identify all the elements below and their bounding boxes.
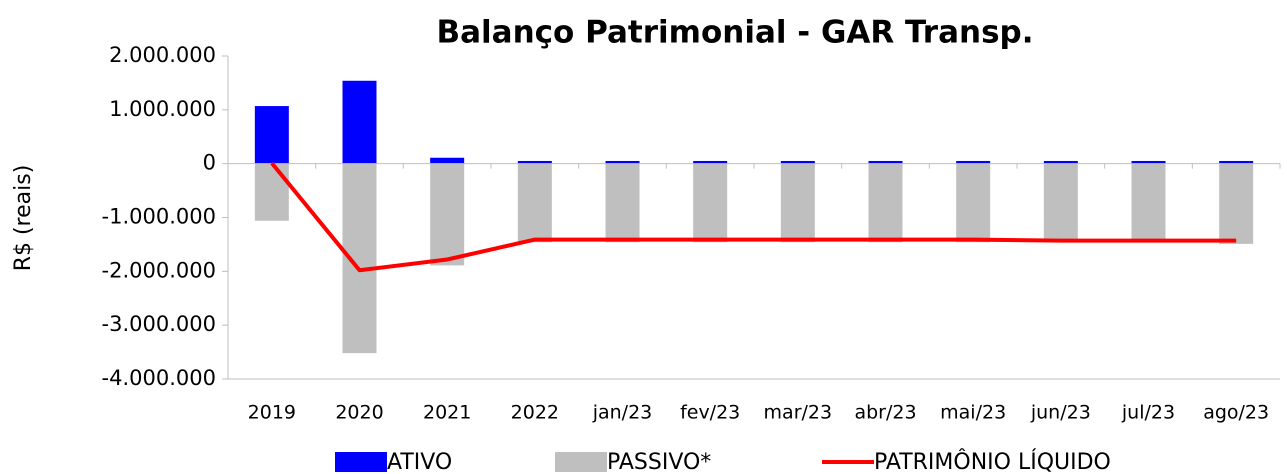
y-tick-label: -2.000.000 [102, 258, 216, 282]
bar [605, 160, 640, 164]
bar [1131, 163, 1166, 243]
bar [517, 163, 552, 243]
y-tick-label: 1.000.000 [109, 97, 216, 121]
bar [1131, 160, 1166, 164]
bar [430, 157, 465, 164]
bar [342, 80, 377, 164]
legend-label: PASSIVO* [607, 450, 711, 474]
bar [780, 160, 815, 164]
bar [693, 160, 728, 164]
x-tick-label: 2019 [248, 402, 296, 424]
bar [956, 163, 991, 243]
bar [1043, 160, 1078, 164]
bar [868, 163, 903, 243]
legend-label: PATRIMÔNIO LÍQUIDO [874, 449, 1111, 474]
x-tick-label: jan/23 [592, 402, 653, 424]
chart-title: Balanço Patrimonial - GAR Transp. [437, 15, 1034, 51]
x-tick-label: mai/23 [940, 402, 1006, 424]
bar [780, 163, 815, 243]
x-tick-label: 2022 [511, 402, 559, 424]
x-tick-label: mar/23 [764, 402, 833, 424]
y-tick-label: 2.000.000 [109, 43, 216, 67]
x-tick-label: ago/23 [1203, 402, 1269, 424]
y-tick-label: -1.000.000 [102, 205, 216, 229]
bar [517, 160, 552, 164]
y-tick-label: 0 [203, 151, 216, 175]
bar [254, 106, 289, 164]
x-tick-label: fev/23 [680, 402, 740, 424]
x-tick-label: 2021 [423, 402, 471, 424]
bar [1043, 163, 1078, 243]
y-axis-title: R$ (reais) [11, 165, 36, 272]
bar [956, 160, 991, 164]
bar [693, 163, 728, 243]
legend-swatch [335, 452, 387, 472]
x-tick-label: abr/23 [854, 402, 916, 424]
bar [1219, 160, 1254, 164]
legend-swatch [555, 452, 607, 472]
bar [254, 163, 289, 221]
y-tick-label: -3.000.000 [102, 312, 216, 336]
line [270, 161, 1237, 273]
bar [1219, 163, 1254, 244]
bar [605, 163, 640, 243]
x-tick-label: jun/23 [1030, 402, 1091, 424]
y-tick-label: -4.000.000 [102, 366, 216, 390]
bar [868, 160, 903, 164]
legend-label: ATIVO [387, 450, 452, 474]
bar [430, 163, 465, 266]
x-tick-label: 2020 [335, 402, 383, 424]
x-tick-label: jul/23 [1121, 402, 1175, 424]
